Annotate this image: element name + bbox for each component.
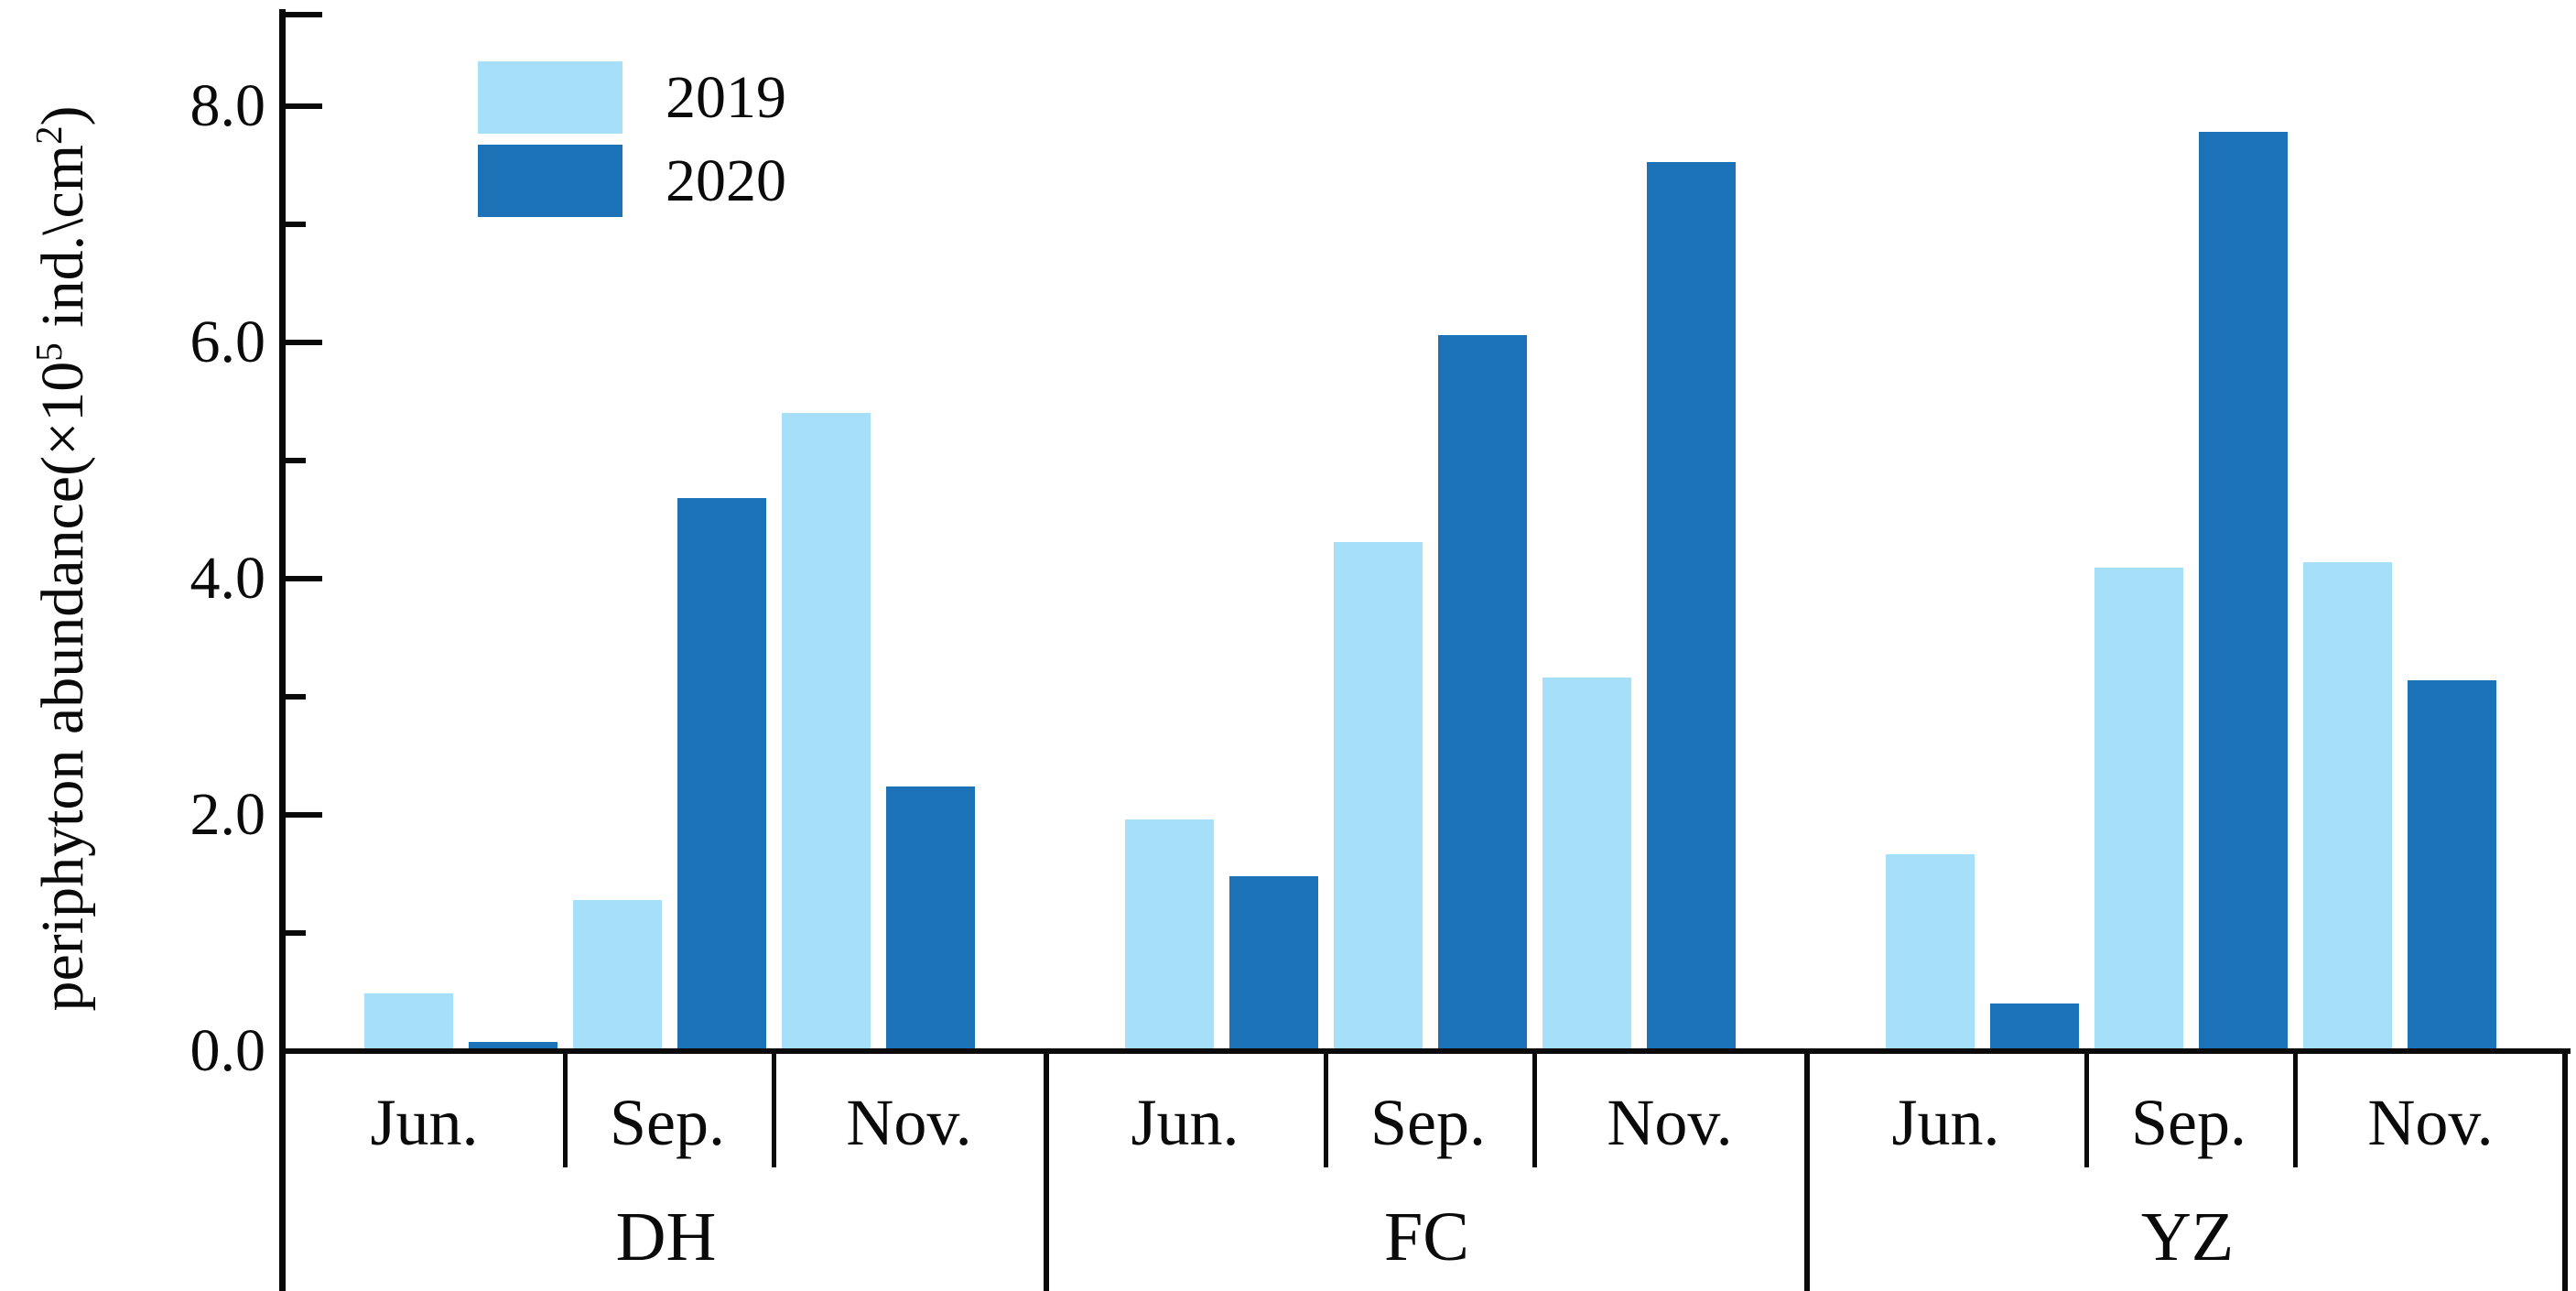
y-tick-label-4.0: 4.0 — [189, 545, 266, 612]
legend-label-2020: 2020 — [666, 146, 786, 214]
bar-FC-Nov-2019 — [1542, 678, 1631, 1051]
y-axis-minor-tick-5 — [286, 458, 306, 463]
month-label-FC-Nov: Nov. — [1607, 1086, 1733, 1159]
month-label-FC-Sep: Sep. — [1370, 1086, 1486, 1159]
bar-YZ-Nov-2019 — [2303, 561, 2392, 1051]
bar-YZ-Sep-2020 — [2199, 132, 2288, 1051]
bar-FC-Sep-2020 — [1438, 335, 1527, 1051]
y-axis-end-tick — [286, 12, 322, 17]
group-boundary-2 — [2562, 1051, 2568, 1291]
group-boundary-0 — [1044, 1051, 1049, 1291]
y-axis-major-tick-0 — [286, 1048, 322, 1054]
y-axis-title: periphyton abundance(×105 ind.\cm2) — [25, 50, 102, 1067]
month-label-FC-Jun: Jun. — [1131, 1086, 1239, 1159]
legend-swatch-2019 — [478, 61, 622, 134]
y-axis-major-tick-6 — [286, 340, 322, 345]
bar-YZ-Sep-2019 — [2094, 568, 2183, 1051]
bar-FC-Jun-2019 — [1125, 819, 1214, 1051]
y-tick-label-6.0: 6.0 — [189, 309, 266, 375]
y-axis-title-text: periphyton abundance(×10 — [29, 361, 96, 1012]
site-label-YZ: YZ — [2140, 1199, 2235, 1275]
y-axis-title-exponent: 5 — [28, 342, 70, 362]
month-separator-YZ-1 — [2293, 1051, 2298, 1167]
month-label-YZ-Jun: Jun. — [1891, 1086, 2000, 1159]
month-separator-DH-1 — [772, 1051, 776, 1167]
y-axis-major-tick-8 — [286, 103, 322, 109]
y-axis-minor-tick-7 — [286, 222, 306, 227]
y-tick-label-8.0: 8.0 — [189, 72, 266, 139]
y-axis-minor-tick-3 — [286, 694, 306, 700]
month-separator-FC-1 — [1532, 1051, 1537, 1167]
month-separator-FC-0 — [1324, 1051, 1328, 1167]
month-label-DH-Nov: Nov. — [846, 1086, 972, 1159]
month-label-YZ-Sep: Sep. — [2131, 1086, 2246, 1159]
y-axis-major-tick-2 — [286, 812, 322, 818]
y-axis-minor-tick-1 — [286, 930, 306, 936]
bar-YZ-Jun-2019 — [1886, 853, 1975, 1051]
month-label-DH-Jun: Jun. — [370, 1086, 479, 1159]
legend-swatch-2020 — [478, 145, 622, 217]
bar-DH-Jun-2019 — [364, 993, 453, 1051]
bar-FC-Nov-2020 — [1647, 161, 1736, 1051]
site-label-DH: DH — [615, 1199, 717, 1275]
month-separator-YZ-0 — [2084, 1051, 2089, 1167]
month-label-YZ-Nov: Nov. — [2367, 1086, 2494, 1159]
bar-DH-Nov-2020 — [886, 787, 975, 1051]
bar-DH-Sep-2020 — [677, 498, 766, 1051]
site-label-FC: FC — [1384, 1199, 1469, 1275]
bar-YZ-Nov-2020 — [2408, 679, 2496, 1051]
bar-DH-Nov-2019 — [782, 413, 871, 1051]
group-boundary-1 — [1804, 1051, 1810, 1291]
y-axis-title-exponent2: 2 — [28, 125, 70, 145]
y-tick-label-0.0: 0.0 — [189, 1017, 266, 1084]
month-separator-DH-0 — [563, 1051, 568, 1167]
legend-label-2019: 2019 — [666, 63, 786, 131]
bar-DH-Sep-2019 — [573, 899, 662, 1051]
y-axis-line — [279, 9, 286, 1291]
y-axis-title-close: ) — [29, 105, 96, 126]
bar-FC-Jun-2020 — [1229, 876, 1318, 1051]
bar-YZ-Jun-2020 — [1990, 1004, 2079, 1051]
bar-DH-Jun-2020 — [469, 1041, 557, 1051]
month-label-DH-Sep: Sep. — [610, 1086, 725, 1159]
y-axis-major-tick-4 — [286, 576, 322, 581]
y-axis-title-units: ind.\cm — [29, 144, 96, 343]
bar-FC-Sep-2019 — [1334, 542, 1423, 1051]
x-axis-line — [279, 1048, 2571, 1054]
y-tick-label-2.0: 2.0 — [189, 781, 266, 848]
